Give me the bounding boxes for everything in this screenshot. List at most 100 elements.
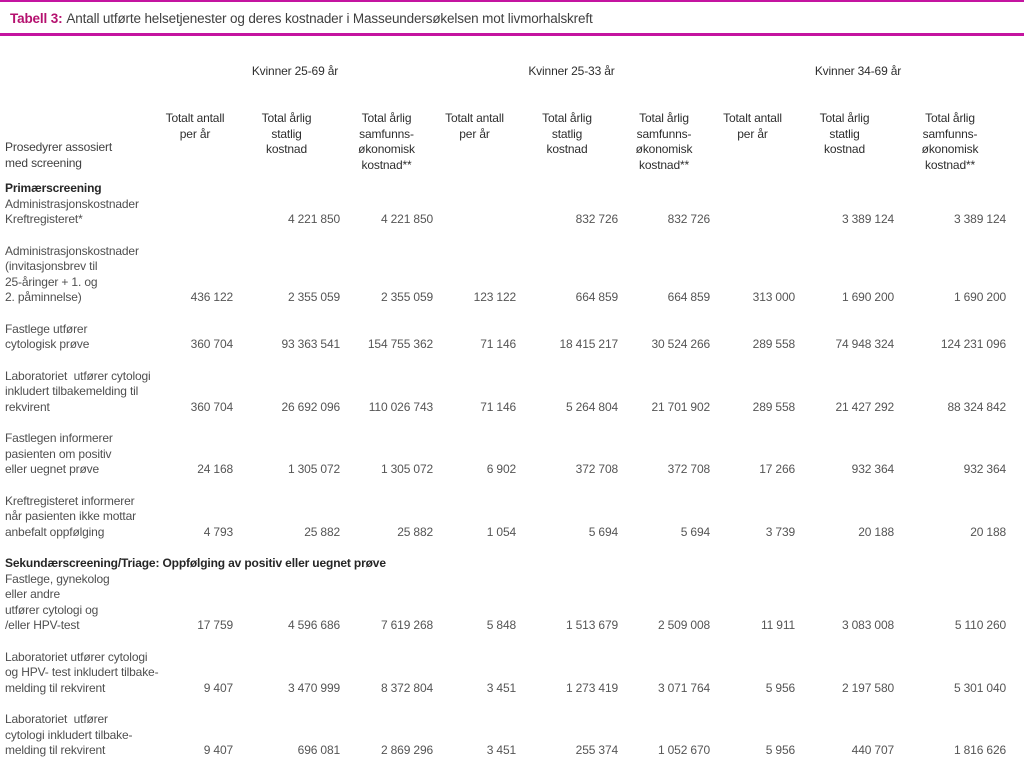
value-cell: 1 052 670	[657, 743, 710, 757]
value-cell: 5 110 260	[954, 618, 1006, 632]
document-page: Tabell 3: Antall utførte helsetjenester o…	[0, 0, 1024, 759]
value-cell: 4 793	[203, 524, 233, 539]
row-label: Administrasjonskostnader (invitasjonsbre…	[5, 243, 139, 305]
page-title: Antall utførte helsetjenester og deres k…	[66, 11, 593, 26]
value-cell: 9 407	[203, 680, 233, 695]
value-cell: 372 708	[575, 462, 618, 476]
table-row: Laboratoriet utfører cytologi og HPV- te…	[5, 650, 1024, 697]
value-cell: 71 146	[480, 399, 516, 414]
value-cell: 88 324 842	[947, 399, 1006, 414]
value-cell: 17 759	[197, 618, 233, 632]
value-cell: 5 956	[765, 680, 795, 695]
section-heading: Sekundærscreening/Triage: Oppfølging av …	[5, 556, 386, 570]
value-cell: 1 054	[486, 524, 516, 539]
column-group-header-row: Kvinner 25-69 år Kvinner 25-33 år Kvinne…	[5, 64, 1024, 78]
table-row: Fastlege, gynekolog eller andre utfører …	[5, 572, 1024, 634]
cost-table: Kvinner 25-69 år Kvinner 25-33 år Kvinne…	[0, 64, 1024, 759]
value-cell: 5 264 804	[565, 399, 618, 414]
group-header-kvinner-34-69: Kvinner 34-69 år	[814, 64, 902, 78]
col-header-samfunn-2: Total årlig samfunns- økonomisk kostnad*…	[635, 111, 693, 172]
row-label: Fastlege, gynekolog eller andre utfører …	[5, 571, 110, 633]
col-header-antall-3: Totalt antall per år	[723, 111, 782, 141]
value-cell: 6 902	[486, 462, 516, 476]
table-row: Laboratoriet utfører cytologi inkludert …	[5, 712, 1024, 759]
value-cell: 5 694	[680, 524, 710, 539]
col-header-antall-1: Totalt antall per år	[165, 111, 225, 141]
value-cell: 4 221 850	[287, 212, 340, 226]
table-number-label: Tabell 3:	[10, 11, 63, 26]
value-cell: 4 596 686	[287, 618, 340, 632]
value-cell: 932 364	[851, 462, 894, 476]
col-header-statlig-2: Total årlig statlig kostnad	[542, 111, 592, 156]
value-cell: 93 363 541	[281, 337, 340, 351]
table-row: Administrasjonskostnader Kreftregisteret…	[5, 197, 1024, 228]
value-cell: 360 704	[190, 399, 233, 414]
value-cell: 5 694	[588, 524, 618, 539]
table-body: Primærscreening Administrasjonskostnader …	[5, 181, 1024, 759]
value-cell: 2 197 580	[841, 680, 894, 695]
value-cell: 1 690 200	[841, 290, 894, 304]
value-cell: 1 305 072	[380, 462, 433, 476]
table-row: Kreftregisteret informerer når pasienten…	[5, 494, 1024, 541]
value-cell: 5 301 040	[953, 680, 1006, 695]
value-cell: 18 415 217	[559, 337, 618, 351]
value-cell: 3 389 124	[953, 212, 1006, 226]
value-cell: 3 083 008	[841, 618, 894, 632]
value-cell: 1 816 626	[953, 743, 1006, 757]
value-cell: 289 558	[752, 399, 795, 414]
value-cell: 123 122	[473, 290, 516, 304]
value-cell: 3 451	[486, 743, 516, 757]
value-cell: 436 122	[190, 290, 233, 304]
group-header-kvinner-25-69: Kvinner 25-69 år	[251, 64, 339, 78]
value-cell: 25 882	[397, 524, 433, 539]
value-cell: 664 859	[575, 290, 618, 304]
row-label: Laboratoriet utfører cytologi inkludert …	[5, 712, 133, 757]
value-cell: 2 869 296	[380, 743, 433, 757]
value-cell: 255 374	[575, 743, 618, 757]
value-cell: 2 355 059	[380, 290, 433, 304]
value-cell: 20 188	[970, 524, 1006, 539]
table-row: Administrasjonskostnader (invitasjonsbre…	[5, 244, 1024, 306]
value-cell: 360 704	[190, 337, 233, 351]
value-cell: 71 146	[480, 337, 516, 351]
value-cell: 3 451	[486, 680, 516, 695]
value-cell: 24 168	[197, 462, 233, 476]
col-header-antall-2: Totalt antall per år	[445, 111, 504, 141]
row-label: Laboratoriet utfører cytologi og HPV- te…	[5, 649, 159, 695]
title-underline	[0, 33, 1024, 36]
table-row: Laboratoriet utfører cytologi inkludert …	[5, 369, 1024, 416]
value-cell: 1 305 072	[287, 462, 340, 476]
row-label: Kreftregisteret informerer når pasienten…	[5, 493, 136, 539]
value-cell: 5 848	[486, 618, 516, 632]
row-label: Fastlegen informerer pasienten om positi…	[5, 431, 113, 476]
value-cell: 74 948 324	[835, 337, 894, 351]
value-cell: 21 701 902	[651, 399, 710, 414]
value-cell: 5 956	[765, 743, 795, 757]
value-cell: 932 364	[963, 462, 1006, 476]
value-cell: 8 372 804	[380, 680, 433, 695]
value-cell: 2 355 059	[287, 290, 340, 304]
col-header-statlig-3: Total årlig statlig kostnad	[819, 111, 870, 156]
value-cell: 9 407	[203, 743, 233, 757]
row-label: Administrasjonskostnader Kreftregisteret…	[5, 196, 139, 227]
value-cell: 7 619 268	[380, 618, 433, 632]
column-header-row: Prosedyrer assosiert med screening Total…	[5, 111, 1024, 173]
value-cell: 25 882	[304, 524, 340, 539]
value-cell: 110 026 743	[368, 399, 433, 414]
value-cell: 3 470 999	[287, 680, 340, 695]
row-label: Fastlege utfører cytologisk prøve	[5, 321, 90, 352]
value-cell: 1 690 200	[953, 290, 1006, 304]
value-cell: 4 221 850	[380, 212, 433, 226]
value-cell: 696 081	[297, 743, 340, 757]
value-cell: 26 692 096	[281, 399, 340, 414]
col-header-samfunn-1: Total årlig samfunns- økonomisk kostnad*…	[358, 111, 415, 172]
value-cell: 3 389 124	[841, 212, 894, 226]
value-cell: 3 739	[765, 524, 795, 539]
value-cell: 372 708	[667, 462, 710, 476]
value-cell: 21 427 292	[835, 399, 894, 414]
value-cell: 154 755 362	[367, 337, 433, 351]
row-label: Laboratoriet utfører cytologi inkludert …	[5, 368, 151, 414]
col-header-statlig-1: Total årlig statlig kostnad	[261, 111, 312, 156]
col-header-samfunn-3: Total årlig samfunns- økonomisk kostnad*…	[921, 111, 979, 172]
value-cell: 2 509 008	[657, 618, 710, 632]
